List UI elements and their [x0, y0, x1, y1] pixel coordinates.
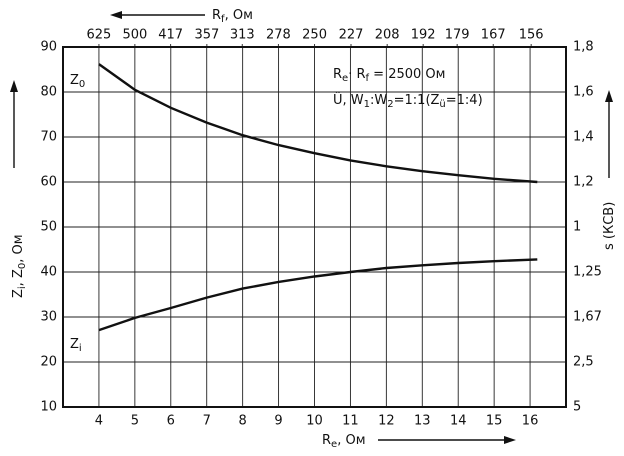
x2-tick-label: 278	[266, 28, 291, 43]
y-axis-label: Zi, Z0, Ом	[11, 234, 29, 298]
y-tick-label: 60	[40, 175, 57, 190]
x-tick-label: 6	[167, 414, 175, 429]
subscript: e	[342, 73, 348, 84]
subscript: 0	[17, 263, 28, 269]
x-tick-label: 11	[342, 414, 359, 429]
x-tick-label: 5	[131, 414, 139, 429]
y-tick-label: 50	[40, 220, 57, 235]
y2-tick-label: 1,2	[573, 175, 594, 190]
line-series	[98, 258, 538, 332]
y-tick-label: 10	[40, 400, 57, 415]
x2-tick-label: 357	[194, 28, 219, 43]
y-tick-label: 30	[40, 310, 57, 325]
x-tick-label: 15	[486, 414, 503, 429]
x2-tick-label: 179	[445, 28, 470, 43]
text-part: R	[212, 8, 221, 23]
axis-arrows	[10, 11, 613, 444]
x-tick-label: 9	[274, 414, 282, 429]
text-part: R	[322, 433, 331, 448]
text-part: Z	[70, 73, 79, 88]
x2-tick-label: 417	[158, 28, 183, 43]
series-label: Zi	[70, 337, 82, 355]
subscript: i	[79, 343, 82, 354]
subscript: 2	[387, 99, 393, 110]
annotation: Re· Rf = 2500 Ом	[333, 67, 445, 85]
text-part: · R	[348, 67, 365, 82]
subscript: 1	[364, 99, 370, 110]
x-tick-label: 4	[95, 414, 103, 429]
y2-tick-label: 1	[573, 220, 581, 235]
x2-tick-label: 313	[230, 28, 255, 43]
text-part: =1:1(Z	[394, 93, 440, 108]
line-series	[98, 63, 538, 184]
text-part: Z	[11, 289, 26, 298]
y-tick-label: 80	[40, 85, 57, 100]
y2-tick-label: 2,5	[573, 355, 594, 370]
subscript: ü	[439, 99, 445, 110]
text-part: =1:4)	[446, 93, 483, 108]
x2-tick-label: 625	[87, 28, 112, 43]
text-part: Z	[70, 337, 79, 352]
text-part: R	[333, 67, 342, 82]
text-part: Ü, W	[333, 91, 364, 108]
x-tick-label: 14	[450, 414, 467, 429]
text-part: :W	[370, 93, 387, 108]
y2-axis-label: s (КСВ)	[602, 202, 617, 250]
text-part: , Ом	[11, 234, 26, 262]
x2-tick-label: 500	[122, 28, 147, 43]
x-axis-label: Re, Ом	[322, 433, 366, 451]
x2-tick-label: 250	[302, 28, 327, 43]
y2-tick-label: 1,25	[573, 265, 602, 280]
subscript: e	[331, 439, 337, 450]
x-tick-label: 16	[522, 414, 539, 429]
subscript: i	[17, 286, 28, 289]
text-part: , Ом	[337, 433, 365, 448]
x2-tick-label: 156	[519, 28, 544, 43]
x2-tick-label: 167	[481, 28, 506, 43]
y-tick-label: 40	[40, 265, 57, 280]
y-tick-label: 90	[40, 40, 57, 55]
y2-tick-label: 1,67	[573, 310, 602, 325]
y2-tick-label: 1,8	[573, 40, 594, 55]
subscript: f	[366, 73, 370, 84]
x2-tick-label: 227	[339, 28, 364, 43]
text-part: s (КСВ)	[602, 202, 617, 250]
y-tick-label: 70	[40, 130, 57, 145]
series-label: Z0	[70, 73, 85, 91]
subscript: 0	[79, 79, 85, 90]
x2-tick-label: 192	[411, 28, 436, 43]
x-tick-label: 10	[306, 414, 323, 429]
y2-tick-label: 5	[573, 400, 581, 415]
y-tick-label: 20	[40, 355, 57, 370]
x-tick-label: 7	[203, 414, 211, 429]
text-part: , Ом	[225, 8, 253, 23]
annotation: Ü, W1:W2=1:1(Zü=1:4)	[333, 91, 483, 111]
text-part: = 2500 Ом	[369, 67, 445, 82]
y2-tick-label: 1,6	[573, 85, 594, 100]
x2-tick-label: 208	[375, 28, 400, 43]
x2-axis-label: Rf, Ом	[212, 8, 253, 26]
plot-frame	[62, 46, 567, 408]
x-tick-label: 13	[414, 414, 431, 429]
y2-tick-label: 1,4	[573, 130, 594, 145]
x-tick-label: 8	[239, 414, 247, 429]
x-tick-label: 12	[378, 414, 395, 429]
text-part: , Z	[11, 269, 26, 286]
subscript: f	[221, 14, 225, 25]
